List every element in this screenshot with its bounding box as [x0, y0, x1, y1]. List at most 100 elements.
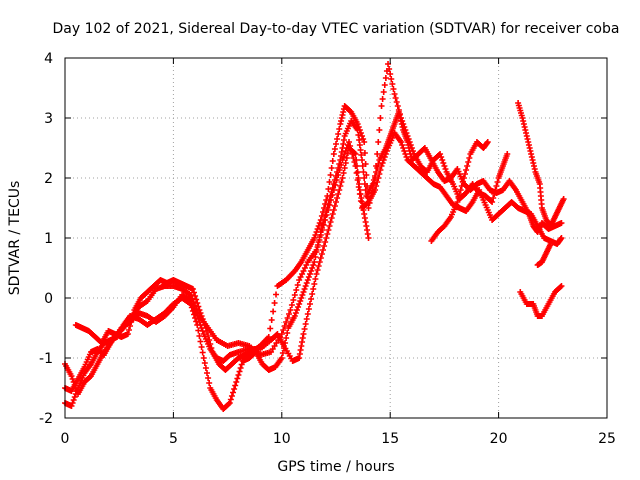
data-point: [206, 337, 213, 343]
data-point: [270, 308, 277, 315]
data-point: [287, 307, 294, 313]
data-point: [560, 196, 567, 202]
data-point: [231, 386, 238, 392]
series-pass-3: [62, 109, 565, 412]
data-point: [379, 96, 386, 102]
data-point: [373, 169, 380, 175]
data-point: [402, 151, 409, 157]
data-point: [280, 327, 287, 333]
data-point: [547, 241, 554, 247]
data-point: [310, 262, 317, 268]
data-point: [318, 251, 325, 257]
data-point: [346, 139, 353, 145]
data-point: [128, 319, 135, 325]
data-point: [352, 163, 359, 169]
data-point: [392, 95, 399, 101]
data-point: [484, 139, 491, 145]
data-point: [356, 127, 363, 133]
x-axis-label: GPS time / hours: [277, 459, 394, 475]
data-point: [204, 329, 211, 335]
data-point: [368, 190, 375, 196]
data-point: [291, 313, 298, 319]
data-point: [335, 191, 342, 197]
data-point: [283, 319, 290, 325]
data-point: [237, 365, 244, 371]
data-point: [341, 165, 348, 171]
data-point: [204, 370, 211, 376]
data-point: [379, 160, 386, 166]
data-point: [327, 219, 334, 225]
data-point: [309, 265, 316, 271]
data-point: [459, 179, 466, 185]
data-point: [127, 323, 134, 329]
data-point: [206, 380, 213, 386]
data-point: [73, 388, 80, 394]
x-tick-label: 15: [381, 431, 399, 447]
data-point: [198, 313, 205, 319]
data-point: [202, 365, 209, 371]
data-point: [235, 372, 242, 378]
data-point: [406, 139, 413, 145]
data-point: [372, 175, 379, 181]
data-point: [189, 308, 196, 314]
data-point: [319, 209, 326, 215]
data-point: [396, 111, 403, 117]
data-point: [349, 151, 356, 157]
data-point: [234, 375, 241, 382]
data-point: [312, 232, 319, 238]
data-point: [296, 301, 303, 307]
data-point: [195, 303, 202, 310]
data-point: [376, 127, 383, 133]
data-point: [455, 195, 462, 201]
data-point: [199, 349, 206, 356]
data-point: [376, 171, 383, 177]
data-point: [70, 397, 77, 403]
data-point: [130, 311, 137, 317]
data-point: [282, 340, 289, 346]
data-point: [292, 310, 299, 316]
data-point: [228, 393, 235, 399]
data-point: [377, 167, 384, 173]
data-point: [72, 391, 79, 397]
data-point: [319, 221, 326, 227]
tick-labels: 0 5 10 15 20 25 -2 -1 0 1 2 3 4: [39, 51, 616, 447]
data-point: [293, 287, 300, 293]
data-point: [401, 124, 408, 130]
data-point: [230, 389, 237, 396]
data-point: [315, 263, 322, 269]
data-point: [283, 335, 290, 341]
data-point: [407, 142, 414, 148]
data-point: [330, 181, 337, 187]
data-point: [207, 341, 214, 347]
y-tick-label: 2: [44, 171, 53, 187]
y-tick-label: 3: [44, 111, 53, 127]
y-tick-label: 4: [44, 51, 53, 67]
data-point: [322, 239, 329, 245]
data-point: [68, 403, 75, 409]
data-point: [267, 325, 274, 332]
data-point: [404, 133, 411, 139]
data-point: [405, 136, 412, 142]
series-pass-7: [517, 283, 565, 319]
data-point: [360, 169, 367, 175]
data-point: [340, 170, 347, 176]
data-point: [69, 376, 76, 382]
data-point: [195, 327, 202, 334]
data-point: [342, 160, 349, 166]
data-point: [238, 361, 245, 368]
data-point: [457, 187, 464, 193]
data-point: [403, 130, 410, 136]
data-point: [301, 286, 308, 292]
data-point: [312, 254, 319, 260]
data-point: [326, 179, 333, 185]
data-point: [364, 183, 371, 189]
data-point: [357, 198, 364, 204]
data-point: [226, 400, 233, 406]
data-point: [233, 379, 240, 385]
data-point: [202, 325, 209, 331]
data-point: [336, 126, 343, 132]
data-point: [319, 247, 326, 253]
data-point: [339, 175, 346, 181]
data-point: [329, 158, 336, 164]
